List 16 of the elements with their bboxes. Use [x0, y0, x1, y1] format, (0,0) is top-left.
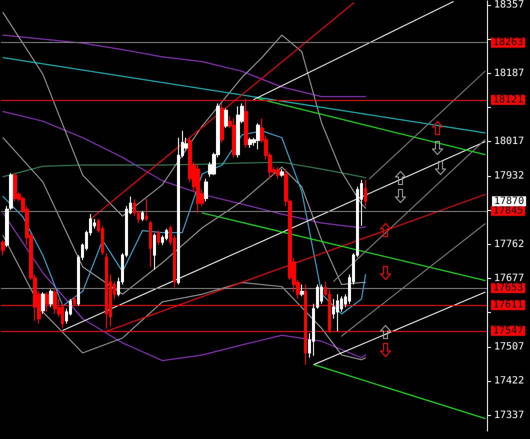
ref-line-label: 17611 — [493, 300, 524, 311]
ref-line-label: 17547 — [493, 325, 524, 336]
y-tick-label: 17507 — [494, 341, 524, 352]
ref-line-label: 18121 — [493, 94, 524, 106]
y-tick-label: 18357 — [494, 0, 524, 10]
y-tick-label: 17762 — [494, 238, 524, 250]
ref-line-label: 18263 — [493, 37, 524, 48]
text: 17870 — [494, 196, 524, 207]
y-tick-label: 17677 — [494, 273, 524, 284]
ref-line-label: 17653 — [493, 282, 524, 294]
y-tick-label: 17932 — [494, 170, 524, 182]
y-tick-label: 17337 — [494, 410, 524, 421]
y-tick-label: 18017 — [494, 136, 524, 148]
ref-line-label: 17845 — [493, 205, 524, 216]
y-tick-label: 17422 — [494, 376, 524, 387]
y-tick-label: 18187 — [494, 68, 524, 79]
